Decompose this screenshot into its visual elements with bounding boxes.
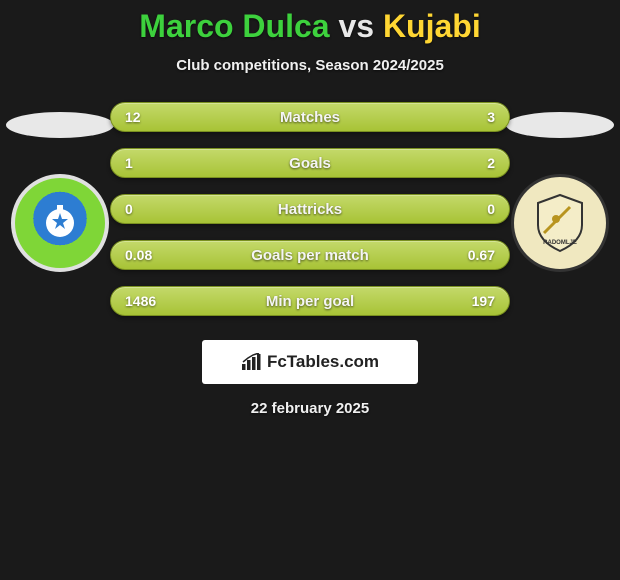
player2-name: Kujabi: [383, 8, 481, 44]
source-label: FcTables.com: [267, 352, 379, 372]
source-badge[interactable]: FcTables.com: [202, 340, 418, 384]
club-logo-left-svg: [35, 198, 85, 248]
photo-placeholder-right: [506, 112, 614, 138]
stat-row-mpg: 1486 Min per goal 197: [110, 286, 510, 316]
date-label: 22 february 2025: [0, 400, 620, 417]
player1-name: Marco Dulca: [139, 8, 329, 44]
subtitle: Club competitions, Season 2024/2025: [0, 57, 620, 74]
stat-left-hattricks: 0: [125, 201, 165, 217]
club-logo-right: RADOMLJE: [511, 174, 609, 272]
chart-icon: [241, 353, 261, 371]
stat-label-goals: Goals: [289, 155, 331, 172]
stat-right-matches: 3: [455, 109, 495, 125]
svg-text:RADOMLJE: RADOMLJE: [543, 240, 577, 246]
stat-label-mpg: Min per goal: [266, 293, 354, 310]
stat-row-gpm: 0.08 Goals per match 0.67: [110, 240, 510, 270]
stat-right-gpm: 0.67: [455, 247, 495, 263]
stat-left-mpg: 1486: [125, 293, 165, 309]
stat-left-gpm: 0.08: [125, 247, 165, 263]
club-logo-left: [11, 174, 109, 272]
stat-right-mpg: 197: [455, 293, 495, 309]
photo-placeholder-left: [6, 112, 114, 138]
stat-row-matches: 12 Matches 3: [110, 102, 510, 132]
stat-label-gpm: Goals per match: [251, 247, 369, 264]
stat-left-matches: 12: [125, 109, 165, 125]
comparison-card: Marco Dulca vs Kujabi Club competitions,…: [0, 0, 620, 417]
stat-left-goals: 1: [125, 155, 165, 171]
stat-rows: 12 Matches 3 1 Goals 2 0 Hattricks 0 0.0…: [110, 102, 510, 316]
vs-label: vs: [338, 8, 374, 44]
stat-right-goals: 2: [455, 155, 495, 171]
stat-row-goals: 1 Goals 2: [110, 148, 510, 178]
stat-row-hattricks: 0 Hattricks 0: [110, 194, 510, 224]
club-logo-right-svg: RADOMLJE: [526, 189, 594, 257]
stat-right-hattricks: 0: [455, 201, 495, 217]
stats-area: RADOMLJE 12 Matches 3 1 Goals 2 0 Hattri…: [0, 102, 620, 417]
page-title: Marco Dulca vs Kujabi: [0, 8, 620, 45]
stat-label-hattricks: Hattricks: [278, 201, 342, 218]
club-badge-right: RADOMLJE: [506, 112, 614, 272]
stat-label-matches: Matches: [280, 109, 340, 126]
club-badge-left: [6, 112, 114, 272]
